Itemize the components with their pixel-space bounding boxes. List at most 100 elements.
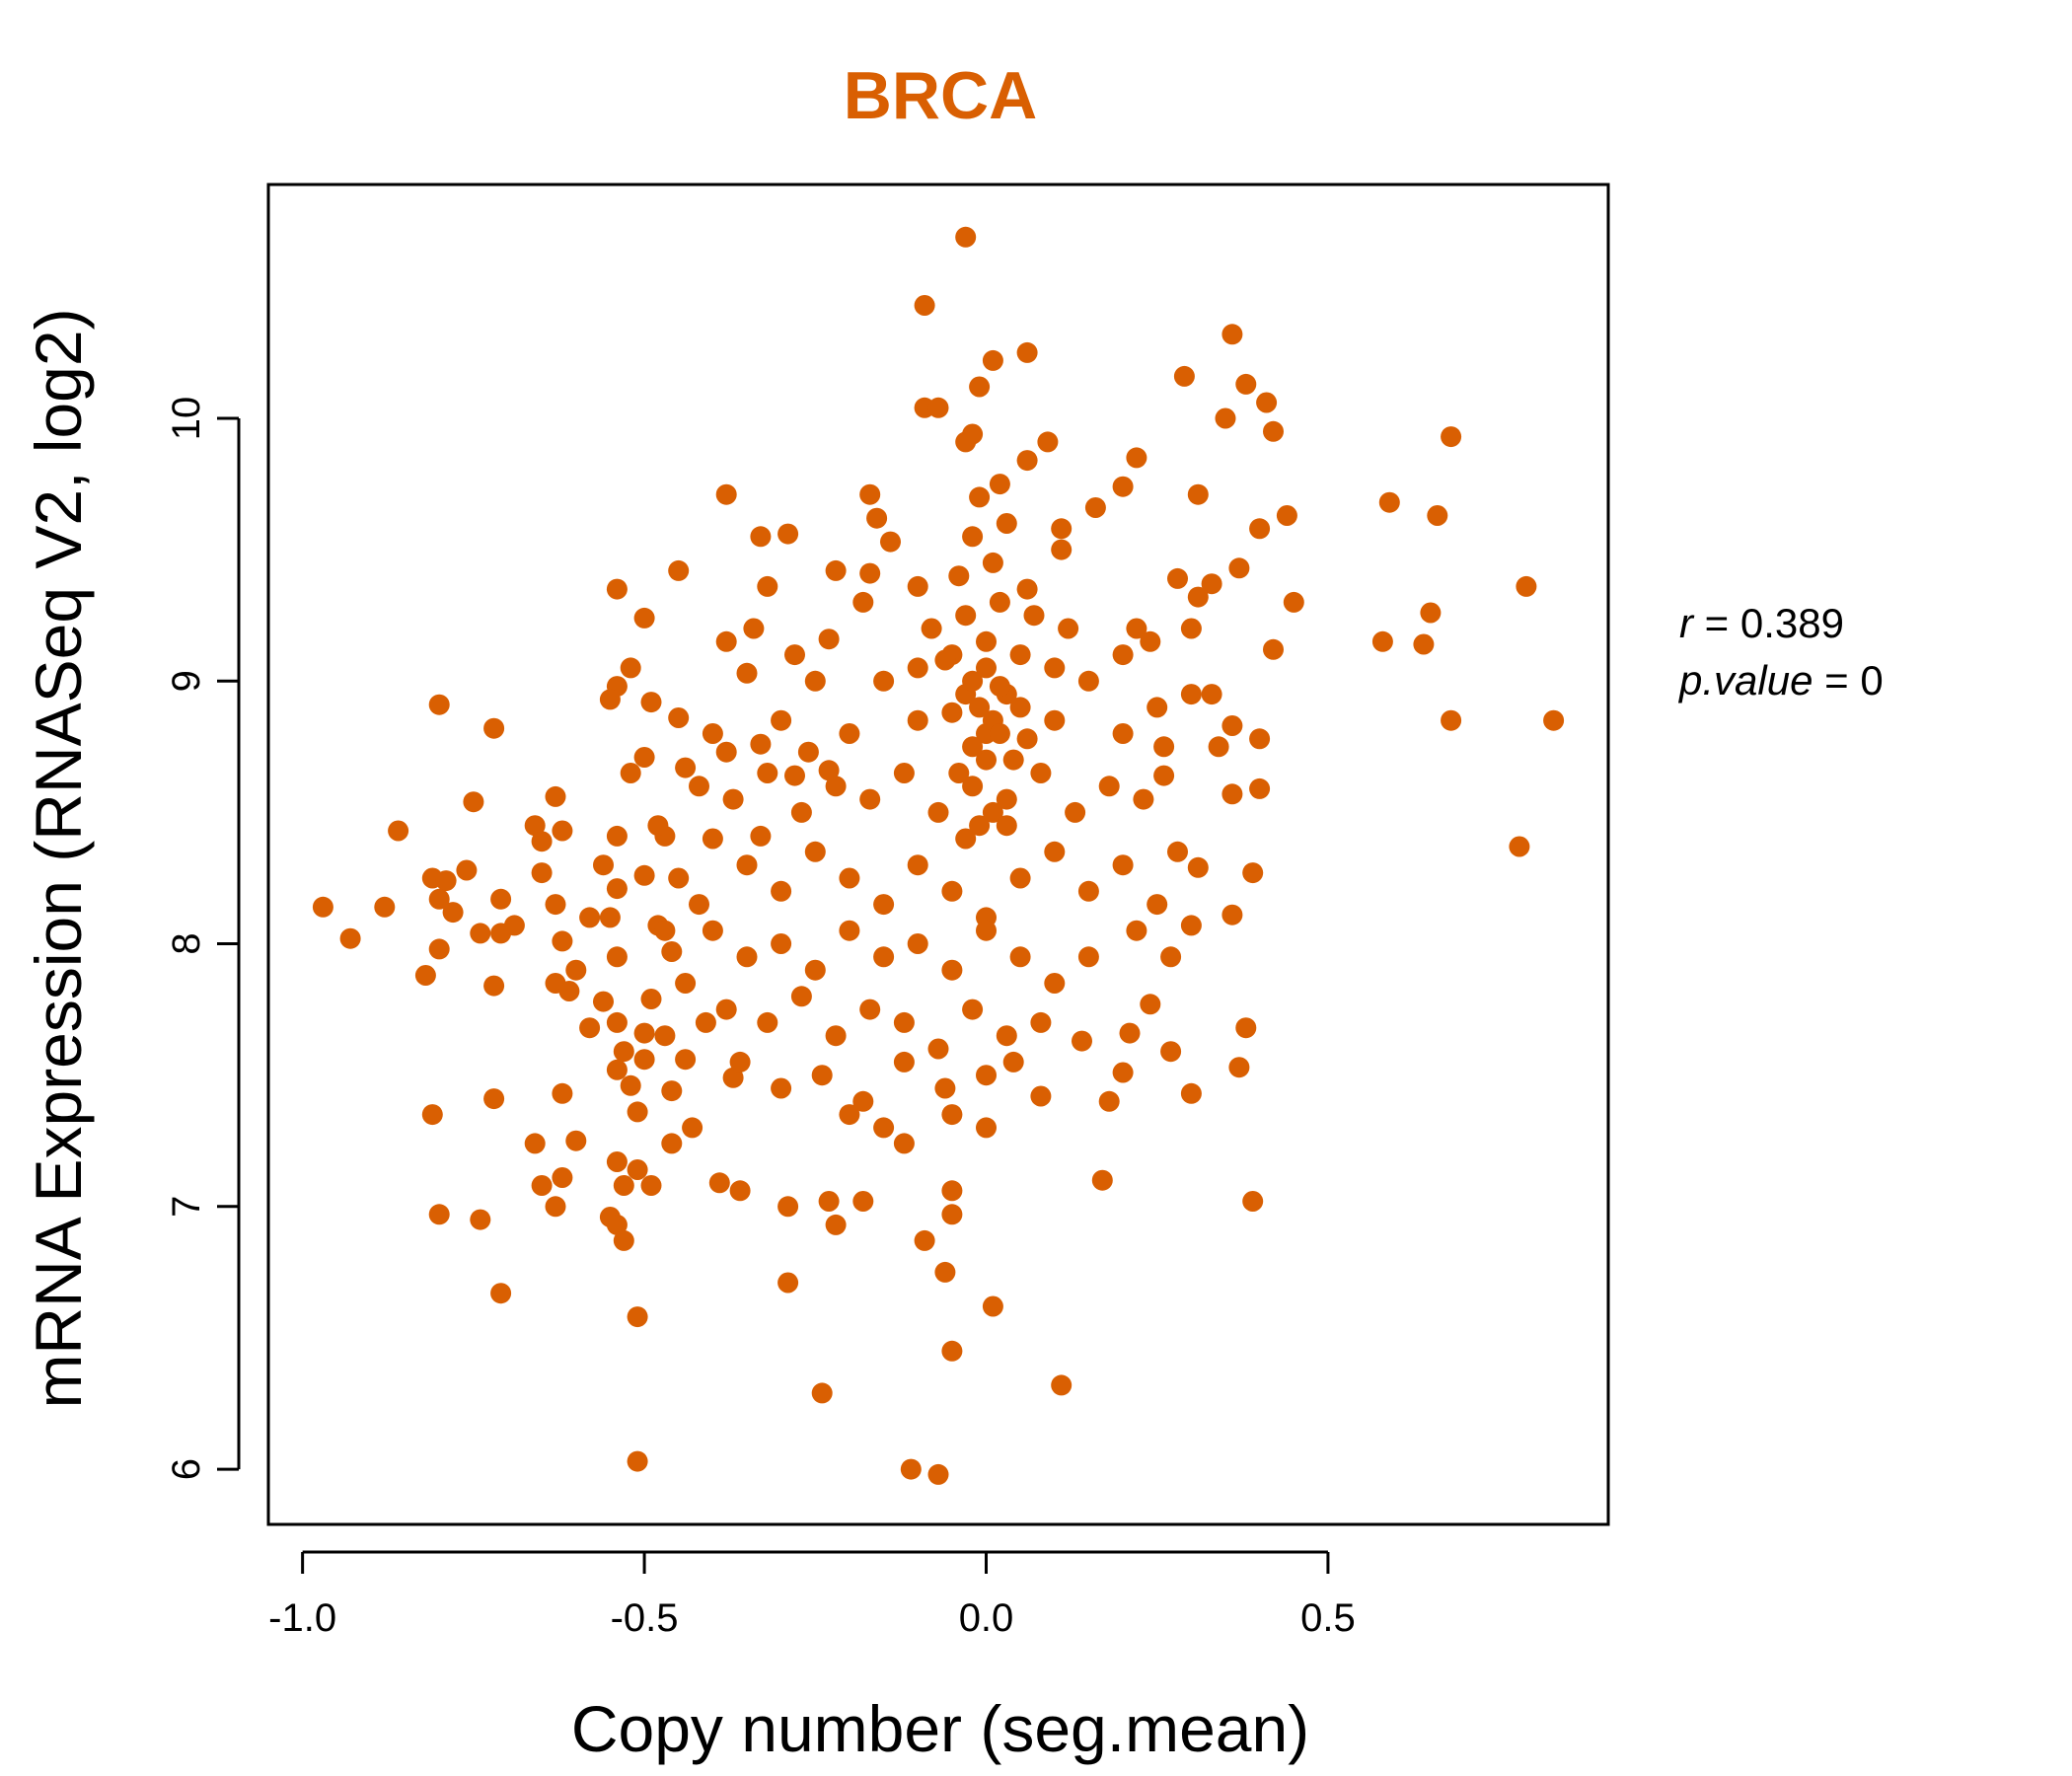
- data-point: [1221, 783, 1243, 805]
- data-point: [880, 531, 901, 553]
- data-point: [442, 902, 464, 924]
- data-point: [914, 1229, 935, 1251]
- data-point: [1112, 476, 1134, 497]
- data-point: [627, 1450, 648, 1472]
- data-point: [1112, 854, 1134, 876]
- data-point: [962, 526, 984, 548]
- data-point: [873, 894, 895, 916]
- data-point: [1084, 497, 1106, 518]
- data-point: [1002, 749, 1024, 771]
- data-point: [620, 1074, 641, 1096]
- data-point: [606, 1214, 628, 1235]
- data-point: [969, 697, 991, 718]
- x-tick-label: 0.0: [959, 1596, 1014, 1640]
- data-point: [428, 888, 450, 910]
- data-point: [811, 1065, 833, 1086]
- data-point: [934, 1077, 956, 1099]
- data-point: [873, 946, 895, 968]
- data-point: [606, 825, 628, 847]
- data-point: [757, 763, 778, 783]
- p-label: p.value: [1677, 657, 1813, 703]
- y-axis: 6 7 8 9 10: [165, 397, 241, 1480]
- data-point: [757, 575, 778, 597]
- data-point: [804, 841, 826, 862]
- data-point: [736, 854, 758, 876]
- data-point: [1126, 618, 1147, 639]
- data-point: [969, 486, 991, 508]
- data-point: [1009, 946, 1031, 968]
- data-point: [689, 894, 709, 916]
- data-point: [702, 920, 723, 941]
- data-point: [633, 1022, 655, 1044]
- data-point: [927, 1463, 949, 1485]
- data-point: [969, 376, 991, 398]
- data-point: [1153, 765, 1175, 786]
- data-point: [1009, 644, 1031, 666]
- data-point: [1016, 578, 1038, 600]
- data-point: [784, 765, 805, 786]
- data-point: [839, 723, 860, 744]
- data-point: [565, 1130, 587, 1151]
- data-point: [866, 507, 888, 529]
- data-point: [715, 630, 737, 652]
- data-point: [606, 1059, 628, 1080]
- data-point: [948, 763, 970, 783]
- x-tick-label: -1.0: [268, 1596, 336, 1640]
- data-point: [927, 1038, 949, 1060]
- data-point: [1051, 1374, 1073, 1396]
- data-point: [982, 1295, 1003, 1317]
- data-point: [1133, 788, 1154, 810]
- data-point: [627, 1101, 648, 1123]
- data-point: [606, 1151, 628, 1172]
- data-point: [1030, 1011, 1052, 1033]
- data-point: [1065, 801, 1086, 823]
- data-point: [736, 946, 758, 968]
- data-point: [1235, 1017, 1257, 1039]
- data-point: [1201, 573, 1222, 595]
- data-point: [1187, 483, 1209, 505]
- data-point: [1228, 1057, 1250, 1078]
- data-point: [914, 295, 935, 316]
- data-point: [804, 959, 826, 981]
- data-point: [1016, 341, 1038, 363]
- data-point: [941, 1180, 963, 1202]
- y-tick-label: 10: [165, 397, 208, 441]
- r-value: 0.389: [1740, 600, 1844, 646]
- data-point: [675, 757, 697, 778]
- data-point: [743, 618, 765, 639]
- data-point: [661, 1133, 683, 1154]
- data-point: [893, 763, 915, 783]
- data-point: [962, 776, 984, 797]
- x-tick-label: 0.5: [1300, 1596, 1356, 1640]
- data-point: [715, 741, 737, 763]
- data-point: [1140, 994, 1161, 1015]
- data-point: [941, 880, 963, 902]
- data-point: [859, 562, 881, 584]
- data-point: [1427, 505, 1448, 526]
- data-point: [893, 1011, 915, 1033]
- data-point: [729, 1051, 751, 1073]
- y-tick-label: 7: [165, 1196, 208, 1218]
- data-point: [900, 1458, 922, 1480]
- data-point: [565, 959, 587, 981]
- data-point: [934, 649, 956, 671]
- data-point: [1420, 602, 1442, 624]
- data-point: [414, 965, 436, 986]
- data-point: [627, 1159, 648, 1180]
- data-point: [777, 1272, 799, 1294]
- data-point: [825, 1025, 847, 1047]
- data-point: [1126, 920, 1147, 941]
- data-point: [907, 575, 928, 597]
- data-point: [661, 1080, 683, 1102]
- data-point: [428, 1204, 450, 1225]
- data-point: [811, 1382, 833, 1404]
- data-point: [1235, 373, 1257, 395]
- data-point: [996, 815, 1017, 837]
- data-point: [1023, 605, 1045, 627]
- data-point: [771, 1077, 792, 1099]
- data-point: [1378, 491, 1400, 513]
- data-point: [1509, 836, 1530, 857]
- data-point: [907, 709, 928, 731]
- pvalue-annotation: p.value = 0: [1677, 657, 1884, 703]
